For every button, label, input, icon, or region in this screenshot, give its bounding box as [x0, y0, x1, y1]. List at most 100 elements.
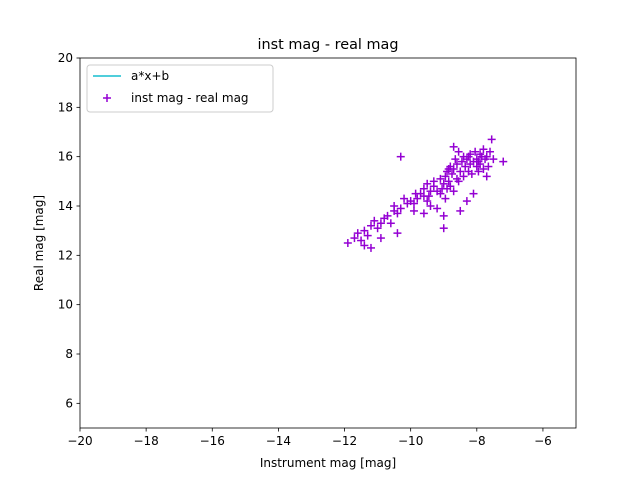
data-point	[423, 179, 432, 188]
data-point	[366, 243, 375, 252]
data-point	[461, 162, 470, 171]
y-tick-label: 10	[58, 298, 73, 312]
data-point	[423, 197, 432, 206]
data-point	[396, 204, 405, 213]
legend-label-fit: a*x+b	[131, 69, 169, 83]
y-tick-label: 18	[58, 100, 73, 114]
x-axis-label: Instrument mag [mag]	[260, 456, 396, 470]
x-tick-label: −20	[67, 434, 92, 448]
data-point	[409, 206, 418, 215]
data-point	[474, 167, 483, 176]
data-point	[360, 226, 369, 235]
y-tick-label: 6	[65, 396, 73, 410]
y-tick-label: 12	[58, 248, 73, 262]
data-point	[439, 224, 448, 233]
data-point	[467, 169, 476, 178]
plot-frame	[79, 57, 577, 429]
data-point	[456, 206, 465, 215]
data-point	[471, 147, 480, 156]
data-point	[357, 236, 366, 245]
data-point	[411, 189, 420, 198]
data-point	[419, 184, 428, 193]
x-tick-label: −8	[468, 434, 486, 448]
data-point	[386, 219, 395, 228]
data-point	[462, 197, 471, 206]
data-point	[353, 229, 362, 238]
data-point	[393, 209, 402, 218]
data-point	[454, 147, 463, 156]
legend: a*x+b inst mag - real mag	[86, 64, 274, 113]
data-point	[438, 184, 447, 193]
x-tick-label: −10	[398, 434, 423, 448]
data-point	[343, 239, 352, 247]
data-point	[373, 224, 382, 233]
data-point	[499, 157, 508, 166]
plot-area	[80, 58, 576, 428]
chart-title: inst mag - real mag	[258, 37, 399, 53]
data-point	[482, 152, 491, 161]
legend-frame	[86, 64, 274, 113]
data-point	[448, 169, 456, 178]
data-point	[409, 199, 418, 208]
y-tick-label: 14	[58, 199, 73, 213]
x-axis-ticks: −20 −18 −16 −14 −12 −10 −8 −6	[67, 428, 552, 448]
data-point	[429, 177, 438, 186]
legend-marker-swatch	[103, 94, 111, 102]
y-tick-label: 8	[65, 347, 73, 361]
data-point	[464, 152, 473, 161]
data-point	[366, 221, 375, 230]
data-point	[444, 165, 453, 173]
data-point	[474, 157, 483, 166]
data-point	[439, 211, 448, 220]
y-axis-label: Real mag [mag]	[32, 195, 46, 291]
data-point	[446, 182, 455, 191]
data-point	[469, 189, 478, 198]
legend-plus-marker	[103, 94, 111, 102]
x-tick-label: −12	[332, 434, 357, 448]
data-point	[424, 192, 433, 201]
data-point	[400, 194, 409, 203]
data-point	[426, 202, 435, 210]
data-point	[444, 177, 453, 186]
data-point	[393, 229, 402, 238]
data-point	[451, 155, 460, 164]
data-point	[454, 177, 463, 186]
data-point	[459, 172, 468, 181]
data-point	[479, 145, 488, 154]
data-point	[441, 194, 450, 203]
legend-label-scatter: inst mag - real mag	[131, 91, 249, 105]
data-point	[452, 160, 461, 169]
data-point	[487, 135, 496, 144]
y-tick-label: 20	[58, 51, 73, 65]
data-points	[343, 135, 508, 252]
data-point	[457, 157, 466, 166]
data-point	[436, 174, 445, 183]
x-tick-label: −18	[133, 434, 158, 448]
data-point	[350, 234, 359, 243]
data-point	[489, 155, 498, 164]
data-point	[436, 189, 445, 198]
data-point	[456, 167, 465, 176]
data-point	[370, 216, 379, 225]
data-point	[413, 194, 422, 203]
data-point	[360, 241, 369, 250]
data-point	[449, 187, 458, 196]
data-point	[433, 204, 442, 213]
data-point	[482, 172, 491, 181]
y-tick-label: 16	[58, 150, 73, 164]
data-point	[376, 234, 385, 243]
data-point	[441, 172, 450, 181]
data-point	[419, 209, 428, 218]
data-point	[390, 202, 399, 210]
data-point	[363, 231, 372, 240]
data-point	[376, 219, 385, 228]
y-axis-ticks: 6 8 10 12 14 16 18 20	[58, 51, 80, 410]
data-point	[484, 162, 493, 171]
data-point	[449, 142, 458, 151]
x-tick-label: −6	[534, 434, 552, 448]
data-point	[479, 165, 488, 173]
data-point	[383, 211, 392, 220]
data-point	[439, 179, 448, 188]
data-point	[396, 152, 405, 161]
